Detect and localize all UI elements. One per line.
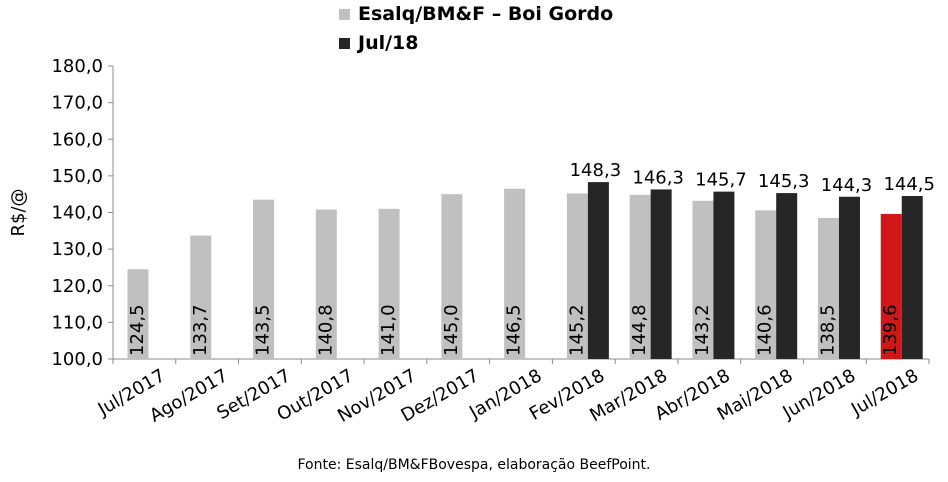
data-label-esalq: 133,7 (190, 304, 211, 356)
data-label-esalq: 139,6 (880, 304, 901, 356)
bar-esalq (253, 199, 275, 359)
bar-esalq (504, 188, 526, 359)
data-label-esalq: 140,8 (315, 304, 336, 356)
y-tick-label: 180,0 (51, 56, 103, 77)
bar-jul18 (587, 182, 609, 359)
legend-label-jul18: Jul/18 (358, 32, 419, 54)
bar-esalq (880, 213, 902, 359)
data-label-esalq: 144,8 (629, 304, 650, 356)
y-tick-label: 120,0 (51, 276, 103, 297)
bar-esalq (755, 210, 777, 359)
data-label-esalq: 138,5 (817, 304, 838, 356)
bar-esalq (190, 235, 212, 359)
legend-item-jul18: Jul/18 (339, 32, 419, 54)
y-tick-label: 100,0 (51, 349, 103, 370)
data-label-jul18: 145,7 (695, 170, 747, 191)
bar-esalq (315, 209, 337, 359)
y-tick-label: 140,0 (51, 203, 103, 224)
y-tick-label: 170,0 (51, 93, 103, 114)
bar-jul18 (713, 191, 735, 359)
y-axis-title: R$/@ (8, 188, 29, 236)
legend-label-esalq: Esalq/BM&F – Boi Gordo (358, 3, 614, 25)
data-label-jul18: 146,3 (632, 167, 684, 188)
y-tick-label: 160,0 (51, 129, 103, 150)
bar-jul18 (650, 189, 672, 359)
bar-jul18 (776, 193, 798, 359)
data-label-esalq: 145,2 (566, 304, 587, 356)
data-label-jul18: 144,5 (883, 174, 935, 195)
legend-item-esalq: Esalq/BM&F – Boi Gordo (339, 3, 613, 25)
bar-esalq (692, 200, 714, 359)
legend-swatch-esalq (339, 8, 350, 20)
data-label-esalq: 145,0 (441, 304, 462, 356)
bar-esalq (378, 208, 400, 359)
bar-esalq (817, 217, 839, 359)
data-label-esalq: 143,5 (253, 304, 274, 356)
bar-jul18 (838, 196, 860, 359)
bar-jul18 (901, 196, 923, 359)
y-tick-label: 110,0 (51, 312, 103, 333)
x-tick-label: Jul/2018 (847, 365, 922, 420)
legend-swatch-jul18 (339, 37, 350, 49)
data-label-jul18: 148,3 (570, 160, 622, 181)
source-note: Fonte: Esalq/BM&FBovespa, elaboração Bee… (297, 457, 651, 473)
data-label-esalq: 143,2 (692, 304, 713, 356)
y-tick-label: 130,0 (51, 239, 103, 260)
bar-esalq (629, 194, 651, 359)
data-label-esalq: 124,5 (127, 304, 148, 356)
data-label-jul18: 144,3 (821, 175, 873, 196)
data-label-esalq: 146,5 (504, 304, 525, 356)
bar-esalq (127, 269, 149, 359)
y-tick-label: 150,0 (51, 166, 103, 187)
bar-esalq (566, 193, 588, 359)
data-label-esalq: 141,0 (378, 304, 399, 356)
bar-esalq (441, 194, 463, 359)
data-label-esalq: 140,6 (755, 304, 776, 356)
data-label-jul18: 145,3 (758, 171, 810, 192)
